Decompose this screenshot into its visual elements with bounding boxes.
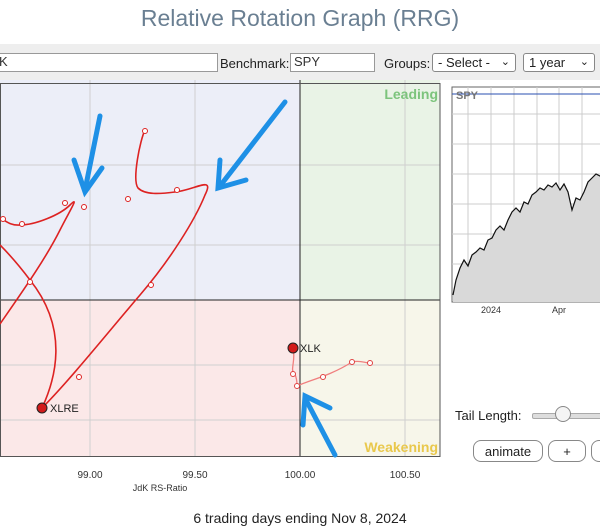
improving-quadrant	[0, 80, 300, 300]
plot-border	[0, 83, 441, 457]
x-axis-label: JdK RS-Ratio	[133, 483, 188, 493]
xlre-tail-lower	[41, 129, 209, 409]
animate-button[interactable]: animate	[473, 440, 543, 462]
benchmark-line	[452, 173, 600, 296]
annotation-arrows	[71, 99, 338, 458]
plus-button[interactable]: +	[548, 440, 586, 462]
page-title: Relative Rotation Graph (RRG)	[140, 5, 460, 31]
x-tick: 100.50	[390, 470, 421, 481]
tail-length-slider-thumb[interactable]	[555, 406, 571, 422]
period-select[interactable]: 1 year ⌄	[523, 53, 595, 72]
tail-length-label: Tail Length:	[455, 408, 522, 423]
xlk-tail-points	[290, 359, 373, 389]
benchmark-chart: SPY 2024 Apr	[451, 86, 600, 315]
footer-text: 6 trading days ending Nov 8, 2024	[193, 510, 407, 526]
lagging-quadrant	[0, 300, 300, 456]
xlre-point[interactable]	[36, 402, 48, 414]
xlre-tail-points	[0, 128, 180, 380]
groups-select-value: - Select -	[438, 55, 491, 70]
x-axis-ticks: 99.00 99.50 100.00 100.50	[77, 470, 420, 481]
next-button[interactable]	[591, 440, 600, 462]
chevron-down-icon: ⌄	[579, 56, 589, 68]
leading-label: Leading	[384, 86, 438, 102]
benchmark-input[interactable]: SPY	[290, 53, 375, 72]
weakening-label: Weakening	[364, 439, 438, 455]
leading-quadrant	[300, 80, 440, 300]
chevron-down-icon: ⌄	[500, 56, 510, 68]
rrg-plot[interactable]: Leading Weakening XLRE XLK 99.00	[0, 80, 448, 495]
symbols-input[interactable]: K	[0, 53, 218, 72]
x-tick: 99.50	[182, 470, 207, 481]
xlre-label: XLRE	[50, 403, 79, 415]
x-tick: 99.00	[77, 470, 102, 481]
benchmark-label: Benchmark:	[220, 56, 290, 71]
x-tick: 100.00	[285, 470, 316, 481]
period-select-value: 1 year	[529, 55, 566, 70]
xlre-tail-upper	[0, 201, 75, 325]
xlre-tail-mid	[0, 244, 57, 409]
benchmark-x-tick: Apr	[552, 305, 566, 315]
xlk-point[interactable]	[287, 342, 299, 354]
benchmark-x-tick: 2024	[481, 305, 501, 315]
benchmark-area	[453, 174, 600, 302]
xlk-label: XLK	[300, 343, 321, 355]
groups-label: Groups:	[384, 56, 431, 71]
groups-select[interactable]: - Select - ⌄	[432, 53, 516, 72]
grid-lines	[0, 80, 440, 456]
benchmark-symbol: SPY	[456, 90, 479, 102]
